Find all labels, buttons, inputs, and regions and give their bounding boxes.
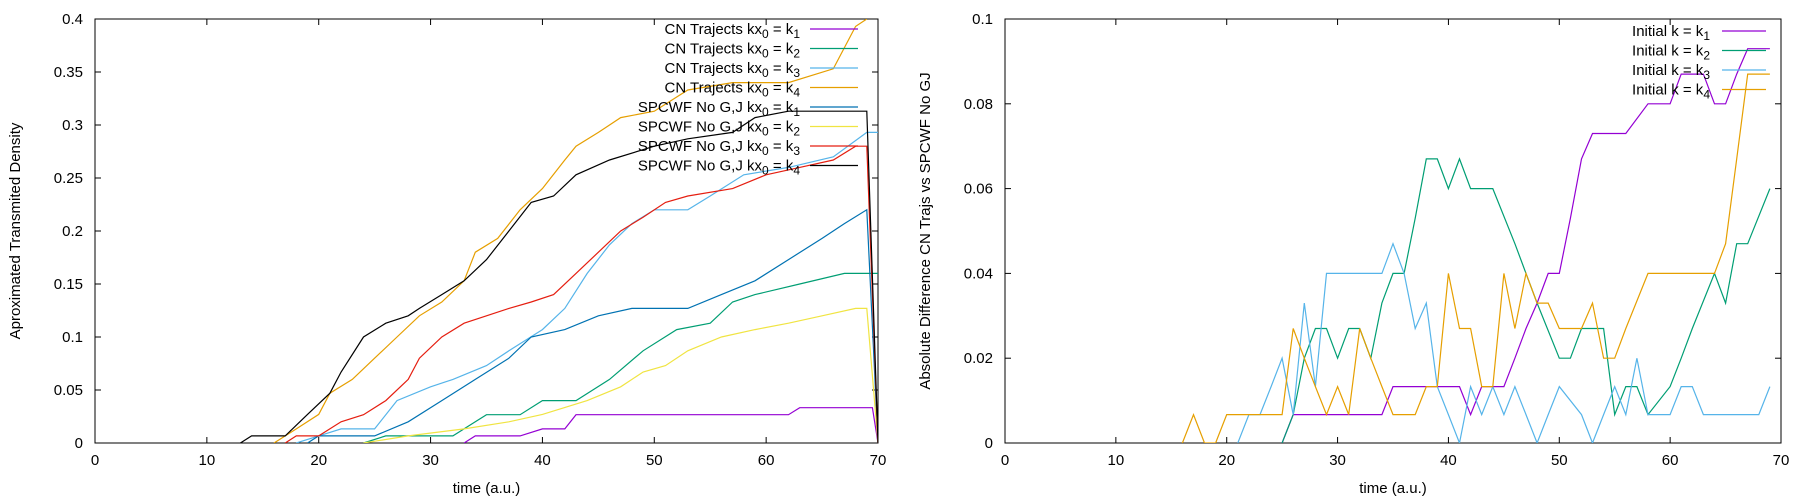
- x-tick-label: 70: [870, 452, 887, 469]
- legend-entry-4: Initial k = k4: [1632, 82, 1710, 102]
- legend-entry-3: Initial k = k3: [1632, 62, 1710, 82]
- y-tick-label: 0.25: [54, 170, 83, 187]
- x-tick-label: 60: [1662, 452, 1679, 469]
- x-tick-label: 60: [758, 452, 775, 469]
- y-tick-label: 0: [985, 435, 993, 452]
- x-tick-label: 50: [646, 452, 663, 469]
- legend-entry-4: CN Trajects kx0 = k4: [665, 80, 801, 100]
- x-tick-label: 40: [534, 452, 551, 469]
- x-axis-label: time (a.u.): [453, 480, 521, 497]
- legend-entry-6: SPCWF No G,J kx0 = k2: [638, 119, 800, 139]
- x-tick-label: 30: [1329, 452, 1346, 469]
- y-tick-label: 0.08: [964, 96, 993, 113]
- series-line-2: [363, 272, 878, 443]
- x-axis-label: time (a.u.): [1359, 480, 1427, 497]
- series-line-3: [296, 131, 878, 443]
- y-tick-label: 0: [75, 435, 83, 452]
- series-line-4: [1181, 73, 1770, 443]
- x-tick-label: 20: [1218, 452, 1235, 469]
- plot-frame: [1004, 18, 1782, 444]
- series-line-4: [273, 19, 868, 443]
- x-tick-label: 50: [1551, 452, 1568, 469]
- x-tick-label: 10: [1108, 452, 1125, 469]
- x-tick-label: 0: [1001, 452, 1009, 469]
- series-line-8: [240, 110, 878, 443]
- x-tick-label: 20: [310, 452, 327, 469]
- y-tick-label: 0.3: [62, 117, 83, 134]
- y-tick-label: 0.04: [964, 265, 993, 282]
- series-line-1: [463, 407, 878, 443]
- y-tick-label: 0.02: [964, 350, 993, 367]
- series-line-6: [363, 307, 878, 443]
- y-tick-label: 0.2: [62, 223, 83, 240]
- y-tick-label: 0.4: [62, 11, 83, 28]
- y-tick-label: 0.1: [972, 11, 993, 28]
- y-tick-label: 0.35: [54, 64, 83, 81]
- x-tick-label: 10: [199, 452, 216, 469]
- y-tick-label: 0.06: [964, 181, 993, 198]
- legend-entry-5: SPCWF No G,J kx0 = k1: [638, 99, 800, 119]
- right-chart: 0 10 20 30 40 50 60 70 0 0.02 0.04 0.06 0.08 0.1 time …: [917, 11, 1789, 497]
- x-tick-label: 40: [1440, 452, 1457, 469]
- left-chart: 0 10 20 30 40 50 60 70 0 0.05 0.1 0.15 0.2 0.25 0.3 0.3…: [7, 11, 886, 497]
- y-tick-label: 0.1: [62, 329, 83, 346]
- series-line-5: [307, 208, 878, 443]
- legend-entry-8: SPCWF No G,J kx0 = k4: [638, 158, 800, 178]
- x-tick-label: 0: [91, 452, 99, 469]
- legend-entry-3: CN Trajects kx0 = k3: [665, 60, 801, 80]
- y-axis-label: Aproximated Transmited Density: [7, 122, 24, 339]
- x-tick-label: 30: [422, 452, 439, 469]
- y-tick-label: 0.15: [54, 276, 83, 293]
- legend-entry-1: CN Trajects kx0 = k1: [665, 21, 801, 41]
- x-tick-label: 70: [1773, 452, 1790, 469]
- series-line-7: [284, 145, 878, 443]
- series-line-1: [1281, 48, 1770, 443]
- series-line-2: [1281, 157, 1771, 443]
- legend-entry-2: Initial k = k2: [1632, 43, 1710, 63]
- y-axis-label: Absolute Difference CN Trajs vs SPCWF No…: [917, 72, 934, 389]
- legend-entry-1: Initial k = k1: [1632, 23, 1710, 43]
- legend-entry-2: CN Trajects kx0 = k2: [665, 41, 801, 61]
- y-tick-label: 0.05: [54, 382, 83, 399]
- legend-entry-7: SPCWF No G,J kx0 = k3: [638, 138, 800, 158]
